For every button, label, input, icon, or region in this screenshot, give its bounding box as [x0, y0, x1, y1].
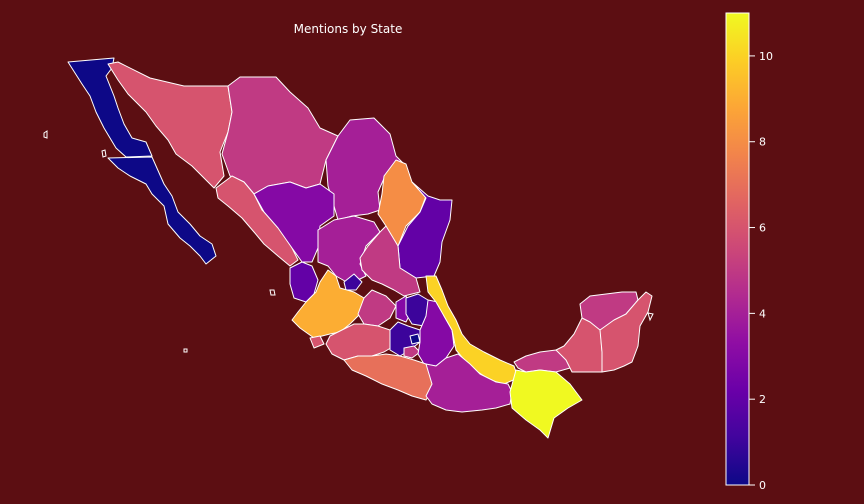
state-region [343, 273, 363, 291]
colorbar-tick-label: 6 [759, 222, 766, 235]
state-region [215, 175, 299, 267]
state-region [599, 291, 653, 373]
island-shape [269, 289, 276, 296]
colorbar-tick-label: 8 [759, 136, 766, 149]
islands [43, 130, 654, 353]
chart-title: Mentions by State [294, 22, 403, 36]
state-region [325, 323, 395, 361]
state-region [579, 291, 639, 331]
map-layer [67, 57, 653, 439]
state-region [343, 353, 435, 401]
state-region [221, 76, 339, 195]
state-region [403, 345, 421, 359]
colorbar [725, 12, 750, 486]
island-shape [43, 130, 48, 139]
state-region [359, 225, 421, 297]
island-shape [183, 348, 188, 353]
colorbar-tick-label: 0 [759, 479, 766, 492]
state-region [509, 369, 583, 439]
state-region [107, 156, 217, 265]
state-region [309, 335, 325, 349]
state-region [253, 181, 335, 263]
colorbar-ticks: 0 2 4 6 8 10 [749, 50, 773, 492]
state-region [107, 61, 233, 189]
colorbar-tick-label: 2 [759, 393, 766, 406]
island-shape [647, 312, 654, 322]
state-region [317, 215, 381, 285]
state-region [357, 289, 397, 327]
state-region [409, 333, 421, 345]
colorbar-tick-label: 4 [759, 307, 766, 320]
colorbar-tick-label: 10 [759, 50, 773, 63]
island-shape [101, 149, 107, 158]
state-region [67, 57, 153, 158]
